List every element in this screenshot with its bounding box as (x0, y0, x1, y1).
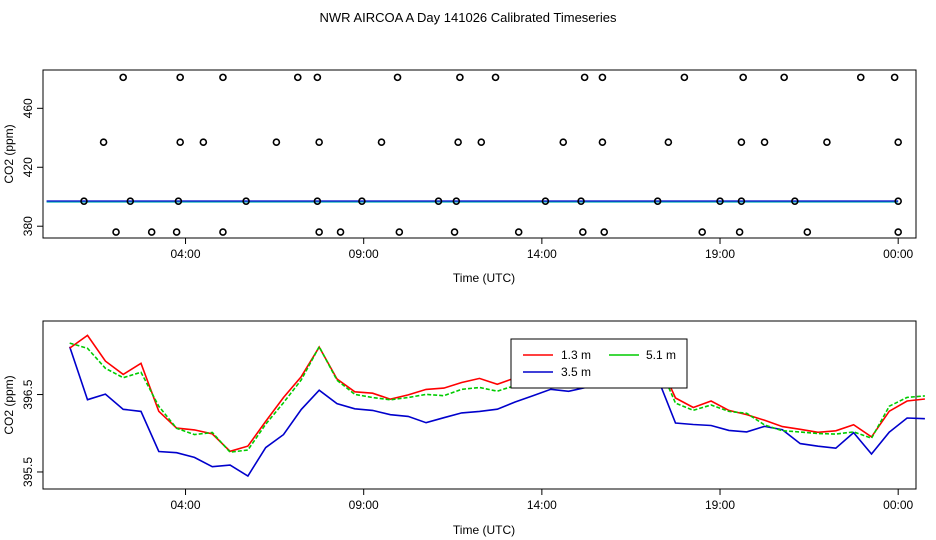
top-y-tick-label-2: 460 (21, 98, 35, 118)
top-point-55 (680, 73, 689, 82)
top-x-tick-label-1: 09:00 (349, 247, 379, 261)
top-panel: 04:00 09:00 14:00 19:00 00:00 380 420 460 Time … (2, 69, 917, 285)
top-point-36 (454, 138, 462, 147)
top-point-53 (580, 73, 589, 82)
bottom-y-tick-label-1: 396.5 (21, 379, 35, 409)
top-point-40 (664, 138, 673, 147)
top-series (46, 200, 899, 203)
top-point-11 (698, 228, 707, 236)
legend: 1.3 m 5.1 m 3.5 m (510, 338, 688, 389)
bottom-x-tick-label-2: 14:00 (527, 498, 557, 512)
bottom-series-5-1-mline (68, 346, 925, 478)
bottom-y-axis-label: CO2 (ppm) (2, 375, 16, 434)
top-plot-frame (42, 69, 917, 239)
top-point-6 (395, 228, 404, 236)
top-point-30 (99, 138, 108, 147)
top-point-29 (894, 197, 902, 205)
top-point-59 (890, 73, 899, 82)
top-point-8 (514, 228, 523, 236)
top-point-0 (112, 228, 120, 236)
top-point-22 (452, 197, 461, 205)
top-point-12 (735, 228, 744, 236)
top-point-56 (739, 73, 747, 82)
top-point-3 (219, 228, 227, 236)
top-point-15 (80, 197, 88, 205)
chart-title: NWR AIRCOA A Day 141026 Calibrated Times… (320, 10, 617, 25)
top-point-58 (856, 73, 865, 82)
top-point-57 (780, 73, 788, 82)
bottom-axes: 04:00 09:00 14:00 19:00 00:00 395.5 396.5 (21, 379, 914, 512)
bottom-series-1-3-mline (69, 334, 925, 453)
top-point-18 (242, 197, 250, 205)
bottom-x-tick-label-1: 09:00 (349, 498, 379, 512)
top-point-35 (377, 138, 386, 147)
legend-label-3-5m: 3.5 m (561, 365, 591, 379)
top-x-tick-label-4: 00:00 (883, 247, 913, 261)
top-point-37 (477, 138, 486, 147)
top-point-10 (600, 228, 609, 236)
top-axes: 04:00 09:00 14:00 19:00 00:00 380 420 460 (21, 98, 914, 261)
top-x-axis-label: Time (UTC) (453, 271, 515, 285)
bottom-series-3-5-mline (69, 342, 925, 454)
top-point-5 (336, 228, 345, 236)
legend-box (510, 338, 688, 389)
top-point-16 (126, 197, 135, 205)
top-point-49 (313, 73, 322, 82)
bottom-y-tick-label-0: 395.5 (21, 457, 35, 487)
top-x-tick-label-3: 19:00 (705, 247, 735, 261)
top-point-34 (315, 138, 323, 147)
bottom-x-axis-label: Time (UTC) (453, 523, 515, 537)
top-x-tick-label-0: 04:00 (171, 247, 201, 261)
top-point-9 (579, 228, 587, 236)
bottom-x-tick-label-4: 00:00 (883, 498, 913, 512)
top-point-20 (358, 197, 366, 205)
top-point-48 (293, 73, 302, 82)
top-point-28 (791, 197, 799, 205)
top-y-tick-label-1: 420 (21, 157, 35, 177)
top-point-14 (894, 228, 902, 236)
bottom-x-tick-label-0: 04:00 (171, 498, 201, 512)
top-point-19 (313, 197, 322, 205)
top-point-32 (199, 138, 208, 147)
top-point-7 (450, 228, 459, 236)
top-y-axis-label: CO2 (ppm) (2, 124, 16, 183)
top-point-24 (577, 197, 585, 205)
top-point-44 (894, 138, 902, 147)
top-point-39 (598, 138, 607, 147)
top-point-54 (598, 73, 607, 82)
top-point-26 (716, 197, 724, 205)
bottom-x-tick-label-3: 19:00 (705, 498, 735, 512)
top-point-42 (760, 138, 769, 147)
top-point-25 (653, 197, 662, 205)
top-point-43 (823, 138, 831, 147)
top-point-4 (315, 228, 323, 236)
bottom-panel: 04:00 09:00 14:00 19:00 00:00 395.5 396.5 1.3 … (2, 320, 925, 537)
top-point-51 (456, 73, 464, 82)
top-point-13 (803, 228, 812, 236)
top-point-50 (393, 73, 402, 82)
top-point-46 (176, 73, 184, 82)
top-point-1 (147, 228, 156, 236)
top-point-33 (272, 138, 281, 147)
top-point-52 (491, 73, 500, 82)
top-point-21 (434, 197, 443, 205)
top-point-2 (172, 228, 181, 236)
top-point-41 (737, 138, 746, 147)
top-point-45 (119, 73, 127, 82)
top-point-27 (737, 197, 746, 205)
top-point-47 (219, 73, 227, 82)
bottom-series (68, 334, 925, 478)
top-point-31 (176, 138, 184, 147)
top-point-38 (559, 138, 568, 147)
top-y-tick-label-0: 380 (21, 216, 35, 236)
top-x-tick-label-2: 14:00 (527, 247, 557, 261)
legend-label-5-1m: 5.1 m (646, 348, 676, 362)
legend-label-1-3m: 1.3 m (561, 348, 591, 362)
bottom-plot-frame (42, 320, 917, 490)
top-standards-points (80, 73, 902, 236)
top-point-17 (174, 197, 183, 205)
top-point-23 (541, 197, 550, 205)
